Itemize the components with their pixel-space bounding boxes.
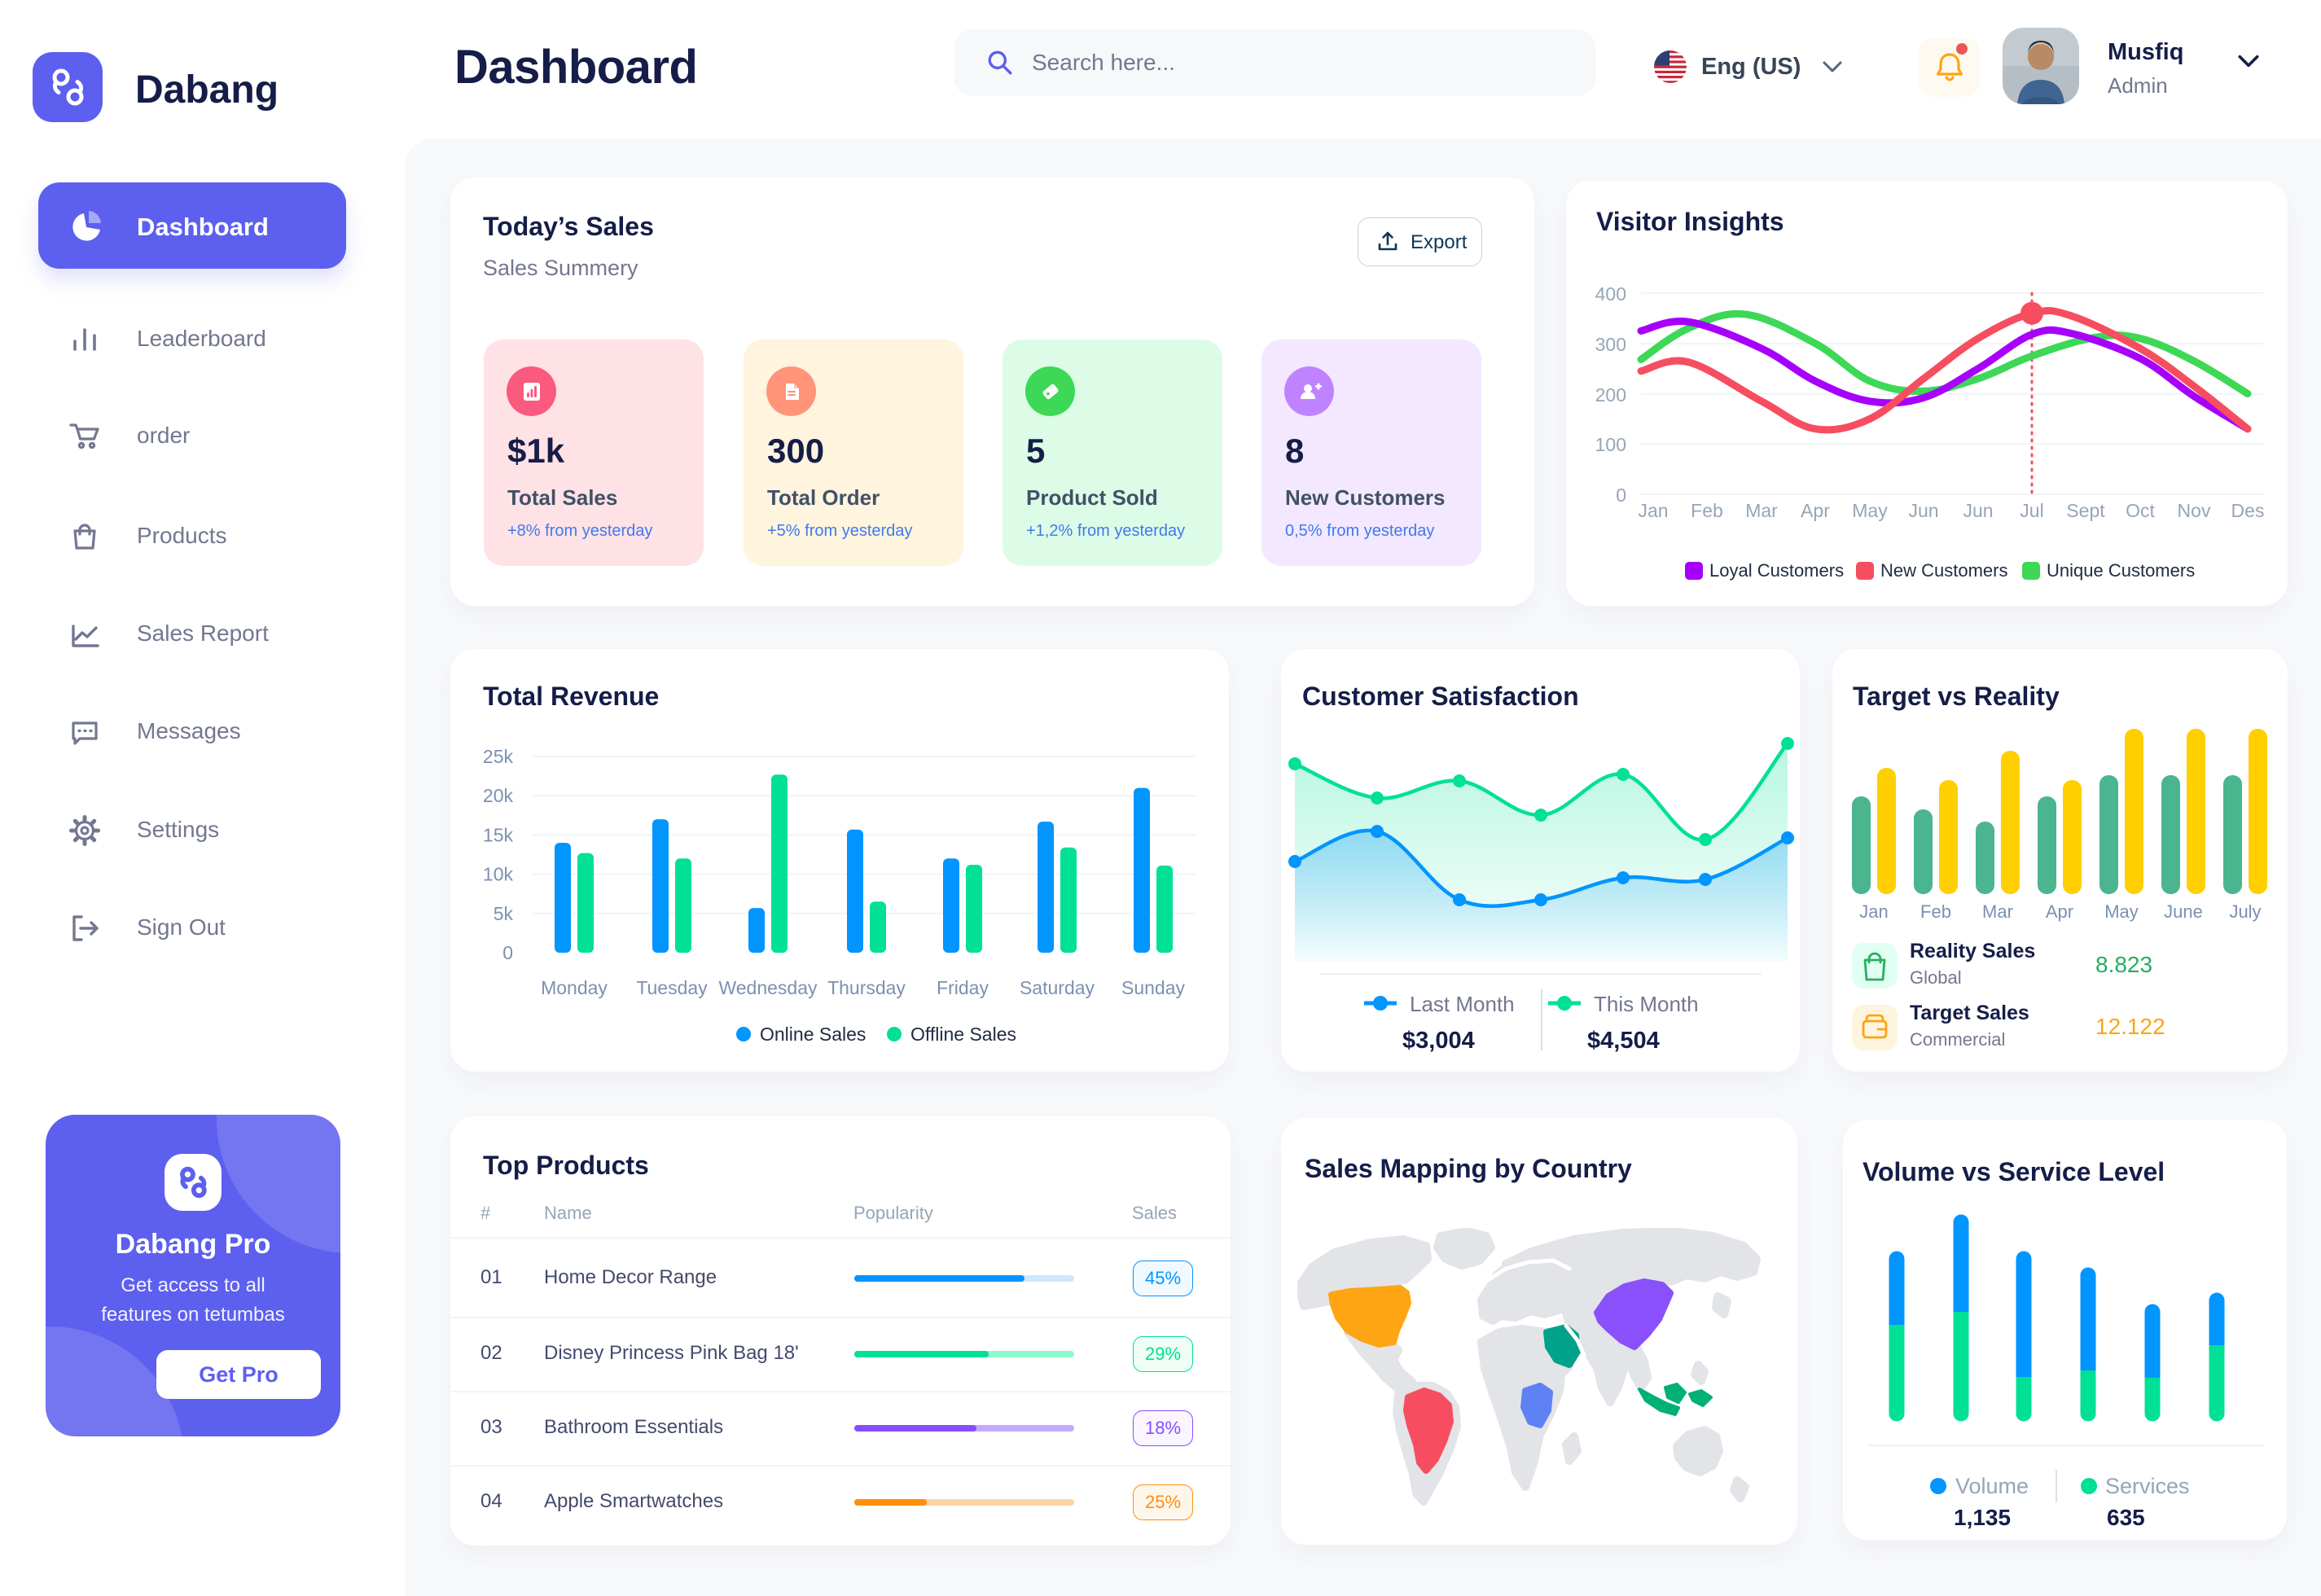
svg-text:May: May	[1852, 500, 1888, 521]
svg-text:300: 300	[1595, 334, 1626, 355]
svg-text:Monday: Monday	[541, 977, 608, 998]
svg-text:Sept: Sept	[2066, 500, 2105, 521]
svg-text:$4,504: $4,504	[1587, 1028, 1660, 1054]
svg-text:Jun: Jun	[1963, 500, 1993, 521]
svg-text:200: 200	[1595, 384, 1626, 406]
svg-text:Reality Sales: Reality Sales	[1910, 940, 2035, 962]
svg-text:5k: 5k	[494, 903, 514, 924]
svg-text:Tuesday: Tuesday	[636, 977, 708, 998]
svg-text:Unique Customers: Unique Customers	[2047, 560, 2195, 581]
svg-text:Thursday: Thursday	[827, 977, 906, 998]
svg-text:1,135: 1,135	[1954, 1505, 2011, 1530]
svg-text:25k: 25k	[483, 746, 514, 767]
svg-text:12.122: 12.122	[2095, 1014, 2165, 1039]
svg-text:Services: Services	[2105, 1474, 2190, 1498]
svg-text:Mar: Mar	[1745, 500, 1778, 521]
svg-text:Jun: Jun	[1908, 500, 1938, 521]
svg-text:Offline Sales: Offline Sales	[910, 1024, 1016, 1045]
svg-text:Online Sales: Online Sales	[760, 1024, 866, 1045]
svg-text:Global: Global	[1910, 967, 1962, 988]
svg-text:Jul: Jul	[2020, 500, 2043, 521]
svg-text:May: May	[2104, 901, 2139, 922]
svg-text:June: June	[2164, 901, 2203, 922]
svg-text:Friday: Friday	[937, 977, 989, 998]
svg-text:Saturday: Saturday	[1020, 977, 1095, 998]
svg-text:0: 0	[1616, 484, 1626, 506]
svg-text:Feb: Feb	[1920, 901, 1951, 922]
svg-text:Target Sales: Target Sales	[1910, 1002, 2029, 1024]
svg-text:0: 0	[502, 942, 513, 963]
svg-text:Nov: Nov	[2178, 500, 2211, 521]
svg-text:Apr: Apr	[1801, 500, 1830, 521]
svg-text:$3,004: $3,004	[1402, 1028, 1475, 1054]
svg-text:Loyal Customers: Loyal Customers	[1709, 560, 1844, 581]
svg-text:Des: Des	[2231, 500, 2265, 521]
svg-text:Sunday: Sunday	[1121, 977, 1186, 998]
svg-text:20k: 20k	[483, 785, 514, 806]
svg-text:New Customers: New Customers	[1880, 560, 2007, 581]
svg-text:Jan: Jan	[1638, 500, 1668, 521]
svg-text:Jan: Jan	[1859, 901, 1888, 922]
svg-text:Apr: Apr	[2046, 901, 2073, 922]
svg-text:Commercial: Commercial	[1910, 1029, 2005, 1050]
svg-text:Mar: Mar	[1982, 901, 2013, 922]
svg-text:8.823: 8.823	[2095, 952, 2152, 977]
svg-text:10k: 10k	[483, 864, 514, 885]
svg-text:Feb: Feb	[1691, 500, 1723, 521]
svg-text:Wednesday: Wednesday	[718, 977, 818, 998]
svg-text:This Month: This Month	[1594, 992, 1699, 1016]
svg-text:635: 635	[2107, 1505, 2145, 1530]
svg-text:Oct: Oct	[2126, 500, 2155, 521]
svg-text:July: July	[2229, 901, 2261, 922]
svg-text:400: 400	[1595, 283, 1626, 305]
svg-text:15k: 15k	[483, 824, 514, 845]
svg-text:Volume: Volume	[1955, 1474, 2029, 1498]
svg-text:Last Month: Last Month	[1410, 992, 1515, 1016]
svg-text:100: 100	[1595, 434, 1626, 455]
